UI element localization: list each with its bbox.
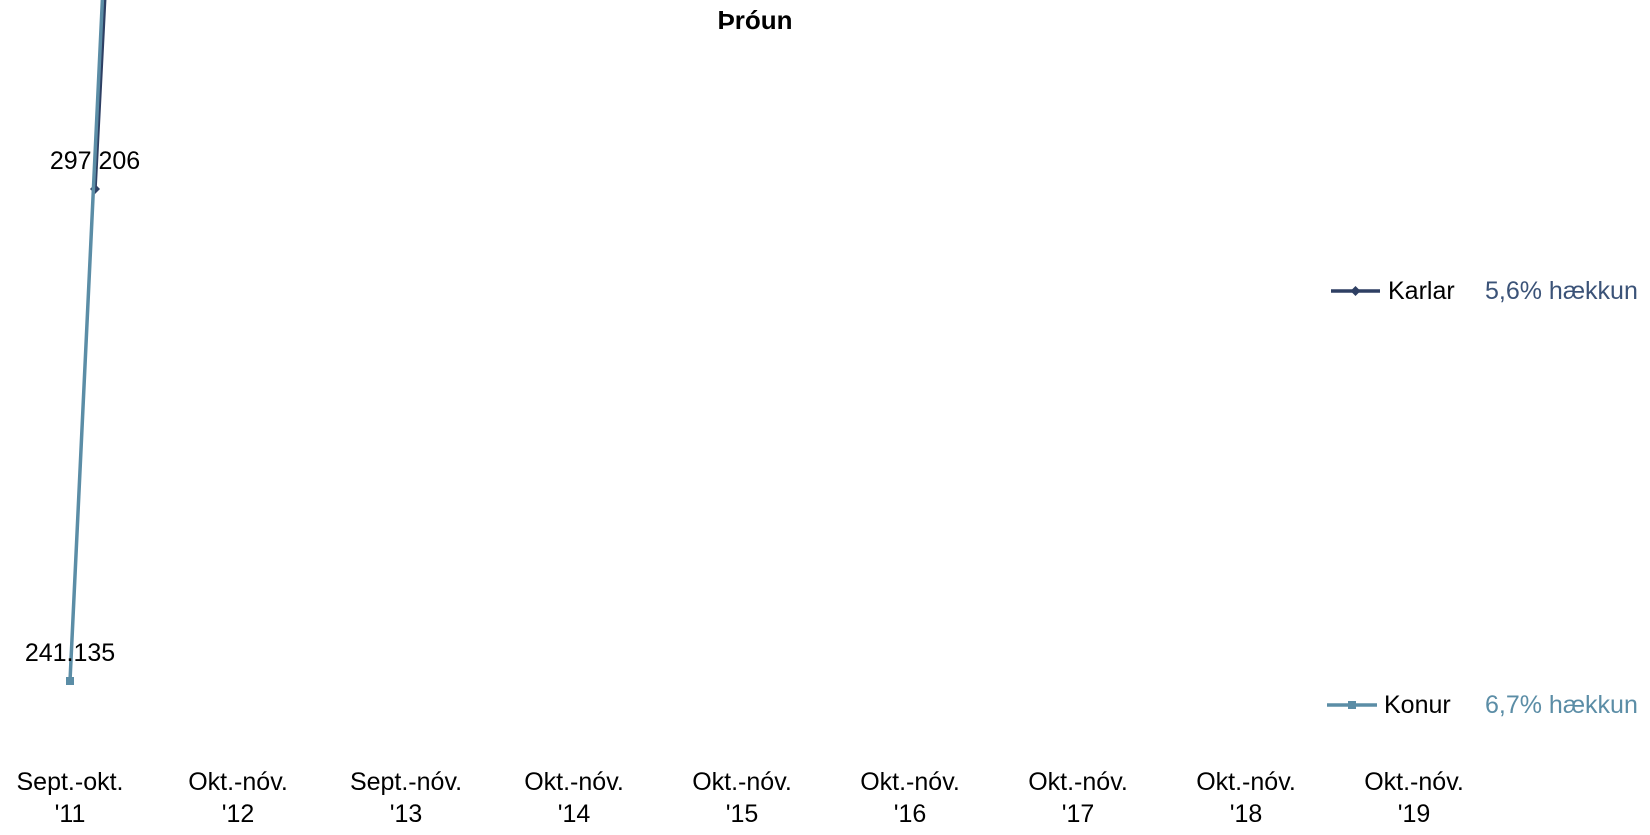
category-label-line2: '19 — [1398, 800, 1431, 828]
category-label: Okt.-nóv. '14 — [524, 768, 624, 828]
category-label-line2: '16 — [894, 800, 927, 828]
series-layer: 297.206315.156332.348361.547386.685386.7… — [25, 0, 140, 685]
category-label-line2: '12 — [222, 800, 255, 828]
category-label: Okt.-nóv. '12 — [188, 768, 288, 828]
growth-note: 6,7% hækkun — [1485, 691, 1638, 719]
category-label-line1: Okt.-nóv. — [1196, 768, 1296, 796]
category-label-line2: '11 — [55, 800, 86, 828]
legend-label: Konur — [1384, 691, 1451, 719]
category-label-line2: '15 — [726, 800, 759, 828]
category-label: Okt.-nóv. '16 — [860, 768, 960, 828]
category-label: Okt.-nóv. '19 — [1364, 768, 1464, 828]
category-label-line1: Sept.-nóv. — [350, 768, 462, 796]
category-label-line1: Okt.-nóv. — [1028, 768, 1128, 796]
category-label: Sept.-okt. '11 — [17, 768, 124, 828]
series-konur: 241.135261.223265.429300.306310.162362.4… — [25, 0, 115, 685]
chart-title: Þróun — [717, 5, 792, 35]
category-label-line1: Okt.-nóv. — [524, 768, 624, 796]
category-label: Okt.-nóv. '17 — [1028, 768, 1128, 828]
category-label-line2: '13 — [390, 800, 423, 828]
category-label-line1: Okt.-nóv. — [1364, 768, 1464, 796]
data-label: 241.135 — [25, 639, 115, 667]
legend: Karlar 5,6% hækkun Konur 6,7% hækkun — [1327, 277, 1638, 719]
legend-item-karlar: Karlar 5,6% hækkun — [1331, 277, 1638, 305]
legend-swatch-marker — [1350, 286, 1361, 296]
category-label: Sept.-nóv. '13 — [350, 768, 462, 828]
data-point — [66, 677, 74, 685]
category-label: Okt.-nóv. '18 — [1196, 768, 1296, 828]
growth-note: 5,6% hækkun — [1485, 277, 1638, 305]
category-label-line1: Sept.-okt. — [17, 768, 124, 796]
category-label-line1: Okt.-nóv. — [692, 768, 792, 796]
legend-swatch-marker — [1348, 701, 1356, 709]
legend-item-konur: Konur 6,7% hækkun — [1327, 691, 1638, 719]
category-axis-labels: Sept.-okt. '11 Okt.-nóv. '12 Sept.-nóv. '13 Ok… — [17, 768, 1464, 828]
category-label: Okt.-nóv. '15 — [692, 768, 792, 828]
series-line-konur — [68, 0, 105, 682]
category-label-line2: '14 — [558, 800, 591, 828]
legend-label: Karlar — [1388, 277, 1455, 305]
category-label-line2: '18 — [1230, 800, 1263, 828]
category-label-line2: '17 — [1062, 800, 1095, 828]
category-label-line1: Okt.-nóv. — [860, 768, 960, 796]
category-label-line1: Okt.-nóv. — [188, 768, 288, 796]
